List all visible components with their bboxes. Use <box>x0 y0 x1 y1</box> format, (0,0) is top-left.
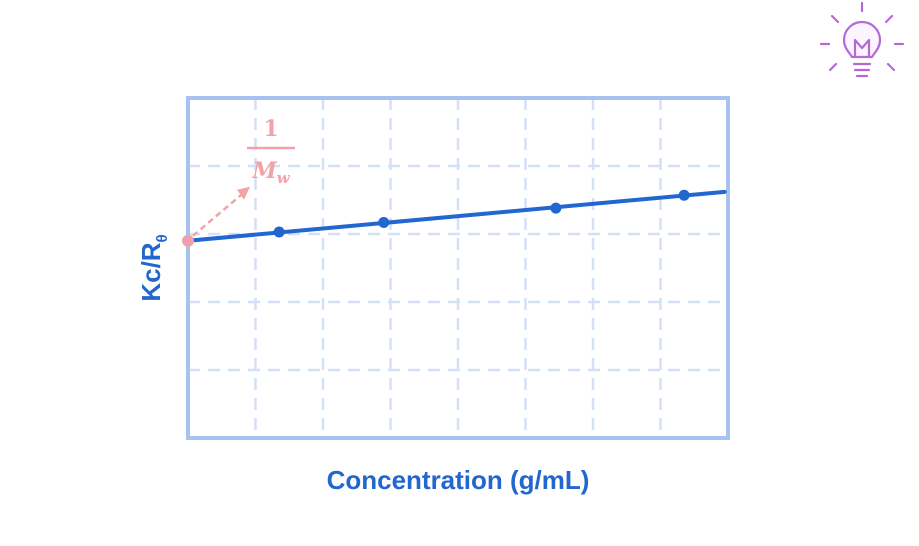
grid-lines <box>188 98 728 438</box>
annotation-numerator: 1 <box>263 116 278 142</box>
x-axis-title: Concentration (g/mL) <box>327 465 590 495</box>
y-axis-title-subscript: θ <box>154 234 171 242</box>
series-layer <box>186 189 727 243</box>
data-point <box>378 216 390 228</box>
intercept-annotation: 1 Mw <box>182 116 295 247</box>
plot-frame <box>186 96 730 440</box>
lightbulb-icon <box>819 1 905 78</box>
data-point <box>678 189 690 201</box>
intercept-point <box>182 234 194 247</box>
intercept-arrow <box>192 189 247 237</box>
annotation-denominator-subscript: w <box>277 169 291 187</box>
annotation-denominator: Mw <box>251 158 290 187</box>
data-point <box>550 202 562 214</box>
arrow-head <box>237 186 250 200</box>
y-axis-title: Kc/Rθ <box>136 234 171 301</box>
data-point <box>273 226 285 238</box>
